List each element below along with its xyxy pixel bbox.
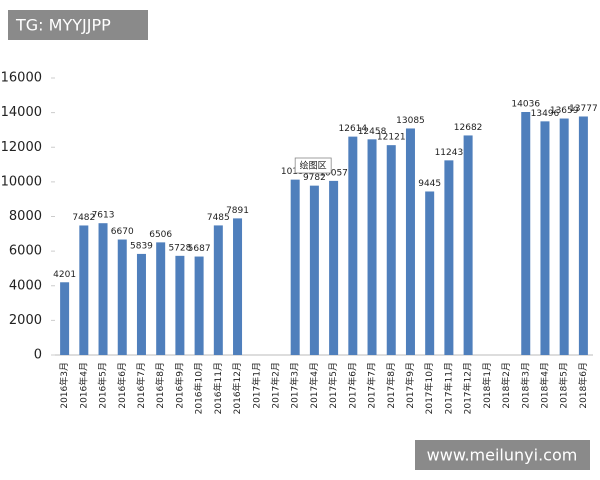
bar xyxy=(194,256,204,355)
bar xyxy=(60,282,70,355)
bar xyxy=(425,191,435,355)
value-label: 5839 xyxy=(130,241,153,251)
x-tick-label: 2018年4月 xyxy=(538,362,550,409)
bar xyxy=(79,225,89,355)
value-label: 14036 xyxy=(511,100,540,110)
value-label: 9445 xyxy=(418,179,441,189)
y-tick-label: 4000 xyxy=(9,278,42,293)
bar xyxy=(175,255,185,355)
x-tick-label: 2018年3月 xyxy=(519,362,531,409)
tooltip: 绘图区 xyxy=(300,160,327,172)
bar xyxy=(405,128,415,355)
y-tick-label: 14000 xyxy=(1,105,42,120)
y-tick-label: 2000 xyxy=(9,313,42,328)
site-box xyxy=(415,440,590,470)
x-tick-label: 2016年8月 xyxy=(154,362,166,409)
value-label: 7482 xyxy=(72,213,95,223)
bar xyxy=(367,139,377,355)
y-tick-label: 6000 xyxy=(9,244,42,259)
value-label: 12121 xyxy=(377,133,406,143)
x-tick-label: 2016年9月 xyxy=(173,362,185,409)
value-label: 12614 xyxy=(339,124,368,134)
y-tick-label: 0 xyxy=(34,348,42,363)
value-label: 7613 xyxy=(92,211,115,221)
bar xyxy=(98,223,108,355)
x-tick-label: 2017年7月 xyxy=(366,362,378,409)
value-label: 7891 xyxy=(226,206,249,216)
value-label: 7485 xyxy=(207,213,230,223)
x-tick-label: 2017年4月 xyxy=(308,362,320,409)
value-label: 4201 xyxy=(53,270,76,280)
value-label: 5687 xyxy=(188,244,211,254)
bar xyxy=(233,218,243,355)
x-tick-label: 2017年6月 xyxy=(346,362,358,409)
y-tick-label: 8000 xyxy=(9,209,42,224)
x-tick-label: 2018年2月 xyxy=(500,362,512,409)
x-tick-label: 2018年1月 xyxy=(481,362,493,409)
x-tick-label: 2016年10月 xyxy=(193,362,205,414)
bar xyxy=(463,135,473,355)
x-tick-label: 2016年11月 xyxy=(212,362,224,414)
y-tick-label: 16000 xyxy=(1,71,42,86)
value-label: 9782 xyxy=(303,173,326,183)
value-label: 6670 xyxy=(111,227,134,237)
x-tick-label: 2017年8月 xyxy=(385,362,397,409)
bar xyxy=(559,118,569,355)
bar xyxy=(329,180,339,355)
y-tick-label: 10000 xyxy=(1,174,42,189)
x-tick-label: 2016年7月 xyxy=(135,362,147,409)
value-label: 6506 xyxy=(149,230,172,240)
bar xyxy=(290,179,300,355)
value-label: 13085 xyxy=(396,116,425,126)
bar xyxy=(213,225,223,355)
x-tick-label: 2017年12月 xyxy=(462,362,474,414)
bar xyxy=(309,185,319,355)
x-tick-label: 2016年3月 xyxy=(58,362,70,409)
x-tick-label: 2017年3月 xyxy=(289,362,301,409)
tooltip-box xyxy=(294,157,332,174)
value-label: 11243 xyxy=(435,148,464,158)
x-tick-label: 2018年5月 xyxy=(558,362,570,409)
bar xyxy=(386,145,396,355)
x-tick-label: 2017年5月 xyxy=(327,362,339,409)
x-tick-label: 2018年6月 xyxy=(577,362,589,409)
bar xyxy=(348,136,358,355)
x-tick-label: 2016年12月 xyxy=(231,362,243,414)
bar xyxy=(117,239,127,355)
x-tick-label: 2017年11月 xyxy=(442,362,454,414)
value-label: 13496 xyxy=(531,109,560,119)
value-label: 12682 xyxy=(454,123,483,133)
value-label: 13659 xyxy=(550,106,579,116)
x-tick-label: 2016年4月 xyxy=(77,362,89,409)
bar xyxy=(540,121,550,356)
x-tick-label: 2016年5月 xyxy=(97,362,109,409)
site-watermark: www.meilunyi.com xyxy=(427,446,578,465)
value-label: 5728 xyxy=(168,243,191,253)
x-tick-label: 2017年2月 xyxy=(269,362,281,409)
bar xyxy=(136,253,146,355)
bar xyxy=(156,242,166,355)
bar xyxy=(521,112,531,356)
watermark: TG: MYYJJPP xyxy=(15,16,111,35)
value-label: 12458 xyxy=(358,127,387,137)
bar xyxy=(578,116,588,355)
x-tick-label: 2016年6月 xyxy=(116,362,128,409)
y-tick-label: 12000 xyxy=(1,140,42,155)
value-label: 10057 xyxy=(319,168,348,178)
x-tick-label: 2017年10月 xyxy=(423,362,435,414)
watermark-box xyxy=(8,10,148,40)
bar xyxy=(444,160,454,355)
x-tick-label: 2017年9月 xyxy=(404,362,416,409)
value-label: 13777 xyxy=(569,104,598,114)
x-tick-label: 2017年1月 xyxy=(250,362,262,409)
